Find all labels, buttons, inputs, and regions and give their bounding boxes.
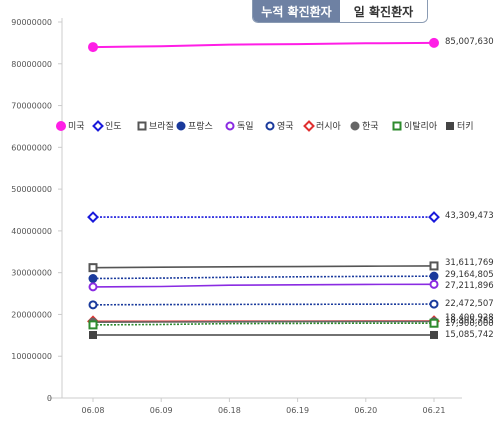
legend-label: 한국: [362, 121, 379, 132]
data-label: 18,400,928: [445, 313, 494, 323]
data-label: 22,472,507: [445, 299, 494, 309]
legend-item[interactable]: 프랑스: [176, 120, 213, 132]
y-tick-label: 80000000: [11, 60, 52, 69]
legend-label: 브라질: [149, 120, 174, 132]
series-line: [92, 283, 435, 288]
data-point: [429, 299, 439, 309]
legend-marker: [265, 121, 275, 131]
data-point: [430, 330, 438, 339]
data-point: [88, 320, 98, 330]
legend-label: 러시아: [316, 121, 342, 132]
x-tick-label: 06.08: [82, 406, 105, 415]
legend-marker: [92, 120, 104, 132]
x-tick-label: 06.19: [286, 406, 309, 415]
data-point: [88, 300, 98, 310]
data-label: 29,164,805: [445, 270, 494, 280]
y-tick-label: 70000000: [11, 102, 52, 111]
series-line: [92, 322, 434, 326]
series-line: [92, 320, 434, 323]
data-label: 15,085,742: [445, 330, 494, 340]
legend-item[interactable]: 이탈리아: [392, 121, 438, 132]
legend-item[interactable]: 러시아: [303, 120, 342, 132]
data-label: 17,900,000: [445, 319, 494, 329]
legend-label: 인도: [105, 121, 122, 132]
x-tick-label: 06.09: [150, 406, 173, 415]
series-line: [92, 41, 435, 49]
legend-label: 영국: [277, 121, 294, 132]
series-line: [92, 265, 435, 269]
legend-item[interactable]: 브라질: [137, 120, 174, 132]
y-tick-label: 50000000: [11, 185, 52, 194]
data-label: 31,611,769: [445, 258, 494, 268]
data-point: [88, 274, 98, 284]
legend-item[interactable]: 한국: [350, 121, 379, 132]
legend-label: 프랑스: [188, 120, 213, 132]
legend-item[interactable]: 미국: [56, 121, 85, 132]
y-tick-label: 0: [47, 394, 52, 403]
y-tick-label: 90000000: [11, 18, 52, 27]
legend-label: 이탈리아: [404, 121, 438, 132]
tab-daily-cases[interactable]: 일 확진환자: [340, 0, 427, 22]
data-label: 43,309,473: [445, 211, 494, 221]
data-point: [88, 282, 98, 292]
data-point: [87, 211, 99, 224]
data-point: [429, 261, 439, 271]
legend-marker: [137, 121, 147, 131]
series-line: [92, 275, 435, 280]
chart-mode-toggle: 누적 확진환자 일 확진환자: [252, 0, 428, 23]
y-tick-label: 30000000: [11, 269, 52, 278]
data-point: [88, 42, 98, 53]
y-tick-label: 20000000: [11, 310, 52, 319]
data-point: [89, 330, 97, 339]
data-label: 85,007,630: [445, 37, 494, 47]
legend-label: 미국: [68, 121, 85, 132]
data-point: [428, 211, 440, 223]
data-point: [88, 263, 98, 273]
x-tick-label: 06.20: [354, 406, 377, 415]
data-point: [429, 37, 439, 48]
data-label: 27,211,896: [445, 281, 494, 291]
legend-item[interactable]: 인도: [92, 120, 122, 132]
data-label: 18,305,783: [445, 316, 494, 326]
x-tick-label: 06.18: [218, 406, 241, 415]
y-tick-label: 60000000: [11, 143, 52, 152]
legend-label: 독일: [237, 121, 254, 132]
data-point: [429, 271, 439, 281]
data-point: [429, 279, 439, 289]
series-line: [92, 303, 435, 306]
legend-marker: [176, 121, 186, 131]
legend-marker: [350, 121, 360, 131]
legend-item[interactable]: 영국: [265, 121, 294, 132]
x-tick-label: 06.21: [423, 406, 446, 415]
data-point: [429, 318, 439, 328]
legend-marker: [225, 121, 235, 131]
legend-marker: [56, 121, 66, 131]
legend-item[interactable]: 독일: [225, 121, 254, 132]
tab-cumulative-cases[interactable]: 누적 확진환자: [253, 0, 340, 22]
legend-marker: [303, 120, 315, 132]
legend-item[interactable]: 터키: [446, 121, 474, 132]
y-tick-label: 40000000: [11, 227, 52, 236]
legend-marker: [392, 121, 402, 131]
legend-marker: [446, 122, 454, 130]
y-tick-label: 10000000: [11, 352, 52, 361]
legend-label: 터키: [457, 121, 474, 132]
